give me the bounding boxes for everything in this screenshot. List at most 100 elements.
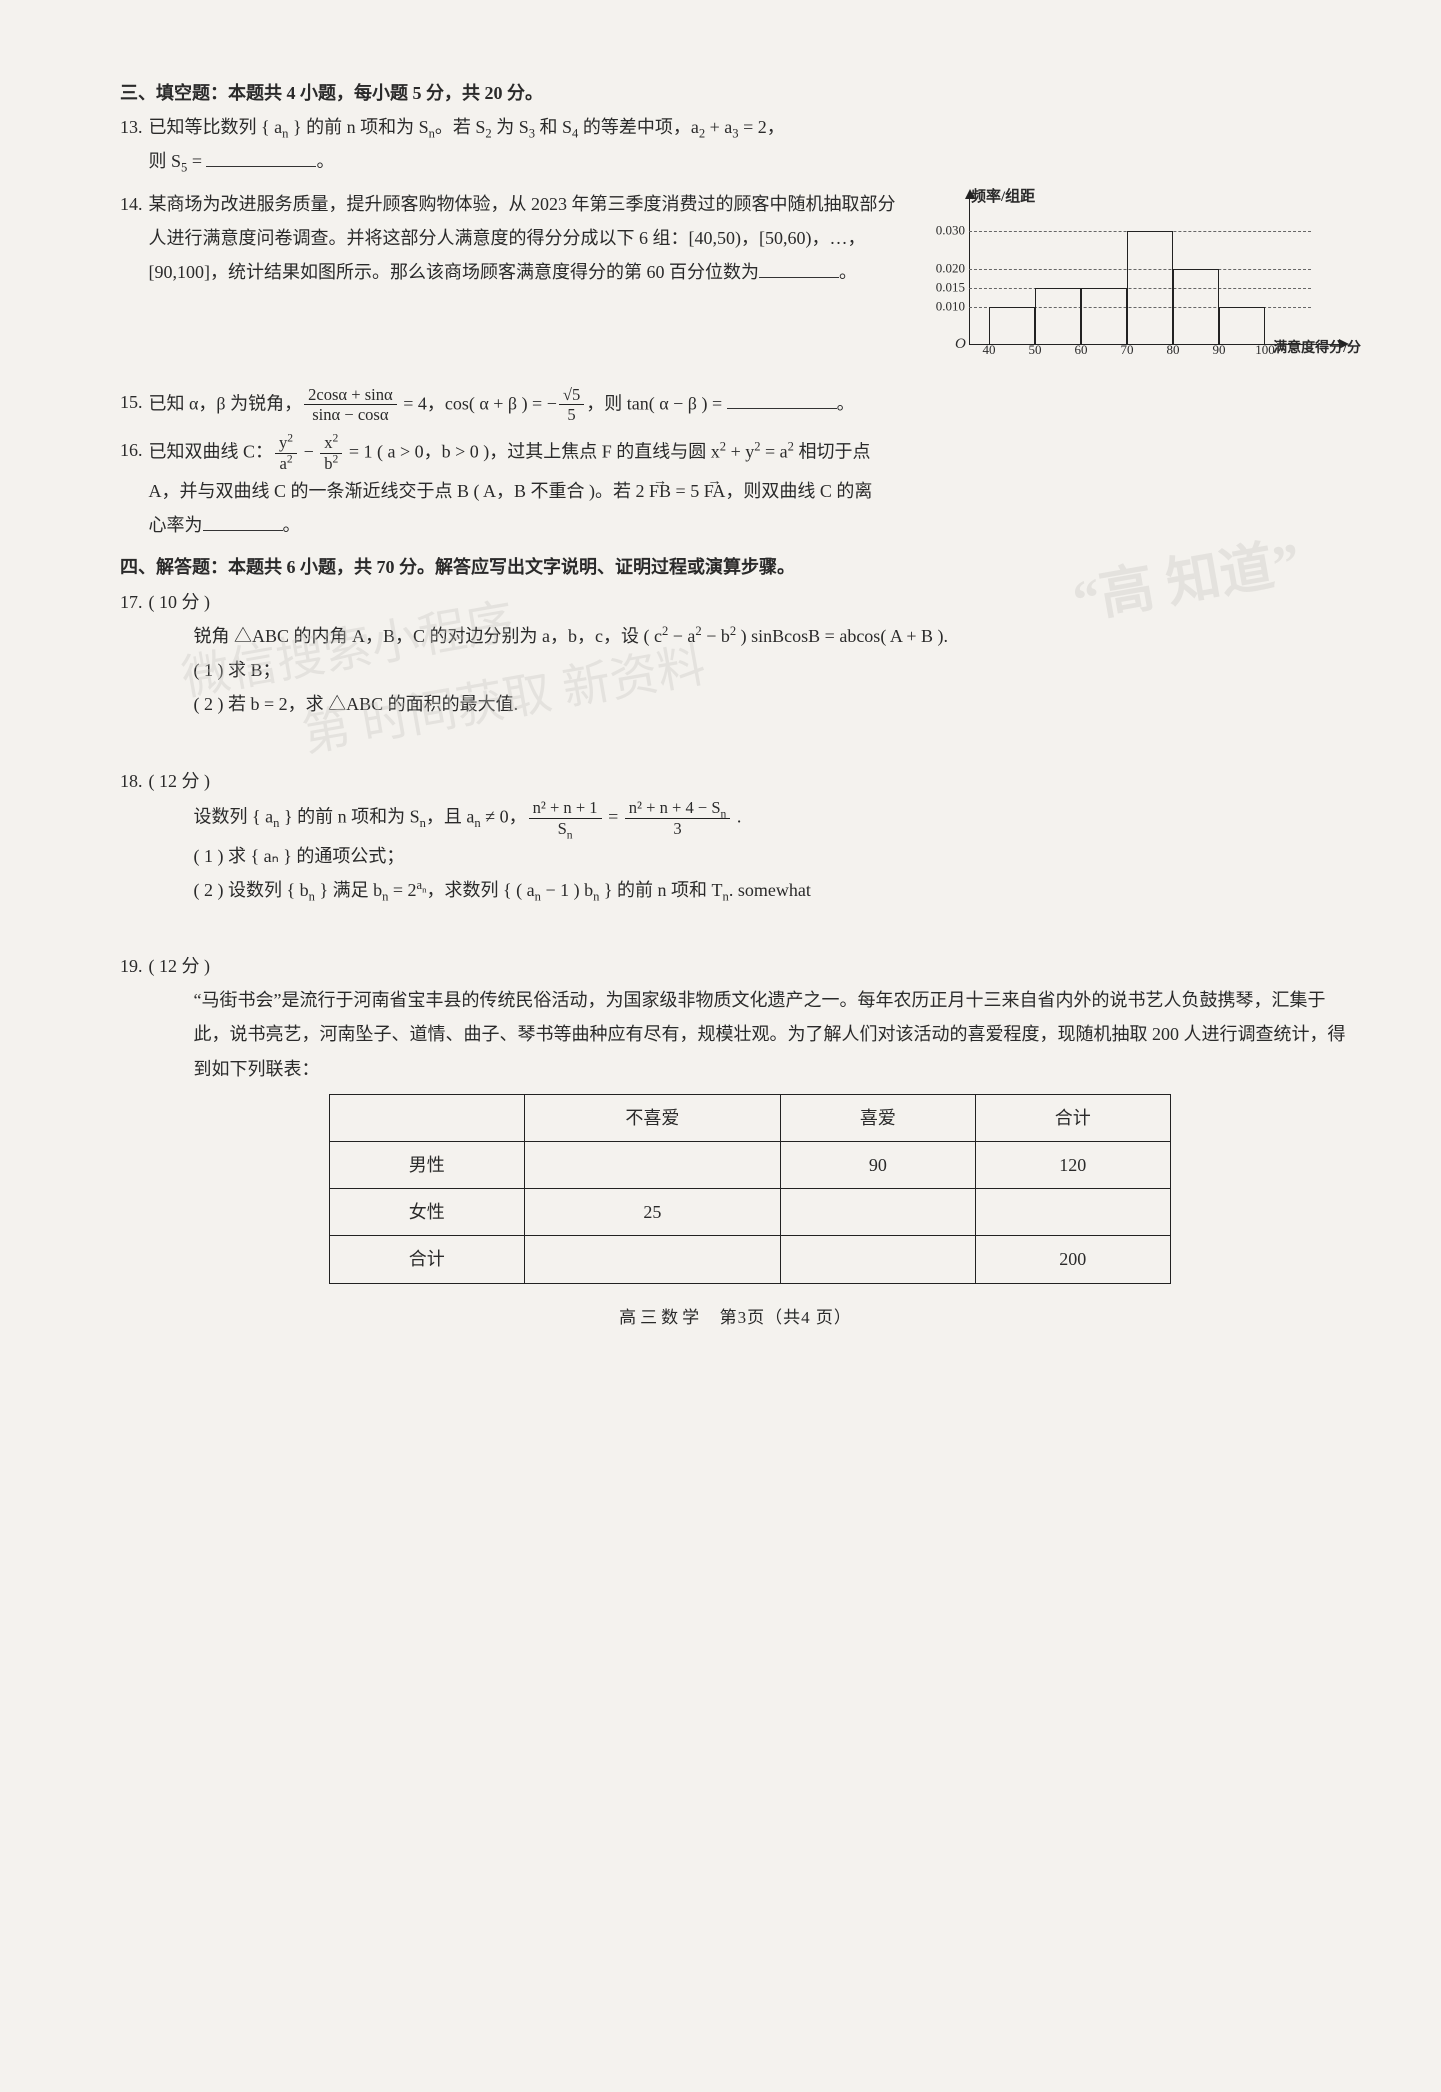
q17-p2: ( 2 ) 若 b = 2，求 △ABC 的面积的最大值. (194, 694, 519, 714)
q13-l1c: 。若 S (435, 117, 486, 137)
q13-number: 13. (120, 110, 143, 144)
q17-pts: ( 10 分 ) (149, 592, 211, 612)
question-19: 19. ( 12 分 ) “马街书会”是流行于河南省宝丰县的传统民俗活动，为国家… (120, 949, 1351, 1284)
sup-an: an (417, 878, 427, 892)
q15-post: ，则 tan( α − β ) = (586, 393, 726, 413)
frac-den: 5 (559, 405, 584, 425)
sub: n (721, 807, 727, 820)
q19-number: 19. (120, 949, 143, 983)
table-cell: 120 (975, 1142, 1170, 1189)
table-row: 男性 90120 (329, 1142, 1170, 1189)
q18-p2c: = 2 (388, 880, 416, 900)
section3-heading: 三、填空题：本题共 4 小题，每小题 5 分，共 20 分。 (120, 76, 1351, 110)
sup: 2 (287, 453, 293, 466)
hist-xlabel: 满意度得分/分 (1273, 336, 1361, 363)
y-axis (969, 197, 970, 345)
q14-text: 某商场为改进服务质量，提升顾客购物体验，从 2023 年第三季度消费过的顾客中随… (149, 187, 908, 290)
footer-page: 第3页（共4 页） (720, 1308, 852, 1327)
table-header-cell: 不喜爱 (524, 1094, 780, 1141)
q18-p2g: . (729, 880, 734, 900)
q19-pts: ( 12 分 ) (149, 956, 211, 976)
q13-l1h: = 2， (739, 117, 785, 137)
q18-sc: ，且 a (426, 806, 475, 826)
q13-l1f: 的等差中项，a (578, 117, 699, 137)
q13-l2a: 则 S (149, 151, 182, 171)
q16-l1a: 已知双曲线 C： (149, 442, 274, 462)
var: n² + n + 4 − S (629, 798, 721, 817)
hist-bar (1173, 269, 1219, 345)
frac-num: y2 (275, 433, 297, 454)
table-cell (780, 1189, 975, 1236)
table-cell: 200 (975, 1236, 1170, 1283)
q15-number: 15. (120, 385, 143, 419)
table-cell: 合计 (329, 1236, 524, 1283)
fraction: y2a2 (275, 433, 297, 474)
frac-den: 3 (625, 819, 731, 839)
hist-xtick: 60 (1075, 338, 1088, 363)
fraction: 2cosα + sinαsinα − cosα (304, 385, 397, 426)
table-cell: 90 (780, 1142, 975, 1189)
hist-ytick: 0.030 (921, 218, 965, 243)
q18-p2e: − 1 ) b (541, 880, 593, 900)
q17-stem-c: − b (702, 626, 730, 646)
period: 。 (316, 151, 334, 171)
table-row: 女性25 (329, 1189, 1170, 1236)
contingency-table: 不喜爱喜爱合计 男性 90120女性25合计 200 (329, 1094, 1171, 1284)
q17-number: 17. (120, 585, 143, 619)
q13-l1b: } 的前 n 项和为 S (288, 117, 428, 137)
frac-num: n² + n + 1 (529, 798, 602, 819)
table-cell: 女性 (329, 1189, 524, 1236)
minus: − (299, 442, 318, 462)
q16-l2a: A，并与双曲线 C 的一条渐近线交于点 B ( A，B 不重合 )。若 2 (149, 481, 650, 501)
question-16: 16. 已知双曲线 C：y2a2 − x2b2 = 1 ( a > 0，b > … (120, 433, 1351, 542)
sub: n (567, 828, 573, 841)
frac-den: Sn (529, 819, 602, 839)
hist-bar (1035, 288, 1081, 345)
sup: 2 (333, 432, 339, 445)
table-header-cell: 喜爱 (780, 1094, 975, 1141)
period: 。 (837, 393, 855, 413)
frac-den: b2 (320, 454, 342, 474)
frac-den: sinα − cosα (304, 405, 397, 425)
frac-num: n² + n + 4 − Sn (625, 798, 731, 819)
frac-num: 2cosα + sinα (304, 385, 397, 406)
q13-l1g: + a (705, 117, 732, 137)
q17-stem-a: 锐角 △ABC 的内角 A，B，C 的对边分别为 a，b，c，设 ( c (194, 626, 662, 646)
q19-para: “马街书会”是流行于河南省宝丰县的传统民俗活动，为国家级非物质文化遗产之一。每年… (194, 990, 1346, 1078)
q19-text: ( 12 分 ) “马街书会”是流行于河南省宝丰县的传统民俗活动，为国家级非物质… (149, 949, 1352, 1284)
q15-pre: 已知 α，β 为锐角， (149, 393, 303, 413)
fraction: x2b2 (320, 433, 342, 474)
hist-ytick: 0.020 (921, 256, 965, 281)
hist-bar (1127, 231, 1173, 345)
q16-l2b: ，则双曲线 C 的离 (725, 481, 872, 501)
q13-l1d: 为 S (492, 117, 529, 137)
frac-num: √5 (559, 385, 584, 406)
table-cell (524, 1236, 780, 1283)
q17-stem-d: ) sinBcosB = abcos( A + B ). (736, 626, 948, 646)
period: 。 (283, 515, 301, 535)
question-13: 13. 已知等比数列 { an } 的前 n 项和为 Sn。若 S2 为 S3 … (120, 110, 1351, 178)
hist-ylabel: 频率/组距 (971, 183, 1035, 212)
q18-number: 18. (120, 764, 143, 798)
question-18: 18. ( 12 分 ) 设数列 { an } 的前 n 项和为 Sn，且 an… (120, 764, 1351, 907)
q16-l1d: = a (761, 442, 788, 462)
q18-p1: ( 1 ) 求 { aₙ } 的通项公式； (194, 846, 405, 866)
hist-xtick: 40 (983, 338, 996, 363)
table-row: 合计 200 (329, 1236, 1170, 1283)
question-15: 15. 已知 α，β 为锐角，2cosα + sinαsinα − cosα =… (120, 385, 1351, 426)
q18-text: ( 12 分 ) 设数列 { an } 的前 n 项和为 Sn，且 an ≠ 0… (149, 764, 1352, 907)
table-cell: 男性 (329, 1142, 524, 1189)
eq: = 5 (671, 481, 704, 501)
table-cell (975, 1189, 1170, 1236)
question-17: 17. ( 10 分 ) 锐角 △ABC 的内角 A，B，C 的对边分别为 a，… (120, 585, 1351, 722)
q16-text: 已知双曲线 C：y2a2 − x2b2 = 1 ( a > 0，b > 0 )，… (149, 433, 1352, 542)
q15-text: 已知 α，β 为锐角，2cosα + sinαsinα − cosα = 4，c… (149, 385, 1352, 426)
fraction: √55 (559, 385, 584, 426)
q18-p2d: ，求数列 { ( a (427, 880, 535, 900)
table-header-cell (329, 1094, 524, 1141)
q13-l1e: 和 S (535, 117, 572, 137)
q18-tail: . (732, 806, 741, 826)
q18-sa: 设数列 { a (194, 806, 274, 826)
footer-subject: 高三数学 (619, 1308, 703, 1327)
period: 。 (839, 262, 857, 282)
